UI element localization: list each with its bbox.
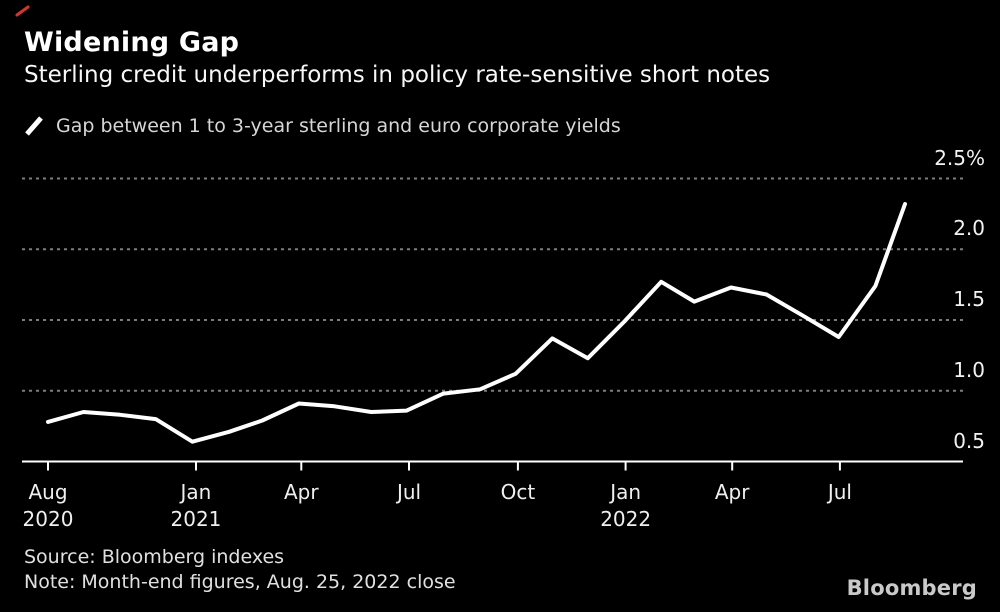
y-tick-label: 2.5% [934, 145, 985, 170]
x-tick-year-label: 2022 [600, 507, 652, 531]
y-tick-label: 0.5 [953, 428, 985, 453]
chart-subtitle: Sterling credit underperforms in policy … [24, 62, 771, 88]
x-tick-label: Apr [283, 480, 319, 504]
x-tick-label: Aug [28, 480, 68, 504]
y-tick-label: 1.5 [953, 287, 985, 311]
source-note: Source: Bloomberg indexes [24, 546, 285, 568]
legend: Gap between 1 to 3-year sterling and eur… [24, 115, 621, 137]
x-tick-label: Jan [180, 480, 212, 504]
line-series-icon [24, 115, 46, 137]
figure-note: Note: Month-end figures, Aug. 25, 2022 c… [24, 571, 456, 593]
x-tick-label: Apr [714, 480, 750, 504]
x-tick-label: Jan [610, 480, 642, 504]
legend-label: Gap between 1 to 3-year sterling and eur… [56, 115, 621, 137]
red-annotation-mark [15, 2, 31, 17]
chart-title: Widening Gap [24, 27, 240, 58]
x-tick-year-label: 2021 [170, 507, 222, 531]
bloomberg-logo: Bloomberg [846, 576, 977, 600]
y-tick-label: 2.0 [953, 216, 985, 241]
x-tick-label: Jul [396, 480, 422, 504]
footer: Source: Bloomberg indexes Note: Month-en… [24, 545, 456, 595]
y-tick-label: 1.0 [953, 357, 985, 382]
x-tick-label: Oct [500, 480, 536, 504]
x-tick-year-label: 2020 [22, 507, 74, 531]
x-tick-label: Jul [827, 480, 852, 504]
